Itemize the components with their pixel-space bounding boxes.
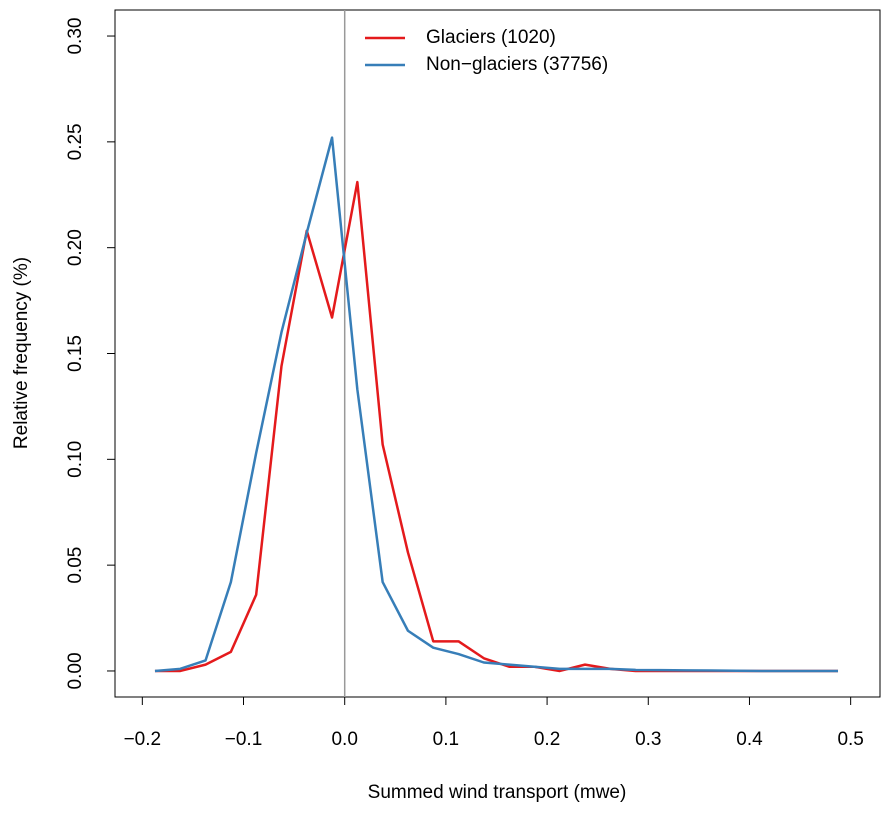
y-tick-label: 0.00 — [65, 652, 86, 689]
series-line — [154, 136, 839, 673]
y-axis-label: Relative frequency (%) — [11, 257, 32, 449]
x-tick-label: 0.4 — [736, 729, 763, 750]
x-axis-label: Summed wind transport (mwe) — [368, 782, 627, 803]
y-tick-label: 0.25 — [65, 123, 86, 160]
x-tick-label: 0.2 — [534, 729, 560, 750]
plot-frame — [114, 9, 881, 698]
x-tick-label: −0.1 — [225, 729, 263, 750]
x-tick-label: 0.3 — [635, 729, 661, 750]
y-tick-label: 0.30 — [65, 18, 86, 55]
legend-label: Glaciers (1020) — [426, 27, 556, 48]
series-line — [154, 180, 839, 673]
x-tick-label: 0.0 — [331, 729, 357, 750]
y-tick-label: 0.15 — [65, 335, 86, 372]
x-tick-label: −0.2 — [124, 729, 162, 750]
y-tick-label: 0.10 — [65, 441, 86, 478]
y-tick-label: 0.05 — [65, 547, 86, 584]
legend-label: Non−glaciers (37756) — [426, 54, 608, 75]
x-tick-label: 0.5 — [837, 729, 863, 750]
x-tick-label: 0.1 — [433, 729, 459, 750]
y-tick-label: 0.20 — [65, 229, 86, 266]
